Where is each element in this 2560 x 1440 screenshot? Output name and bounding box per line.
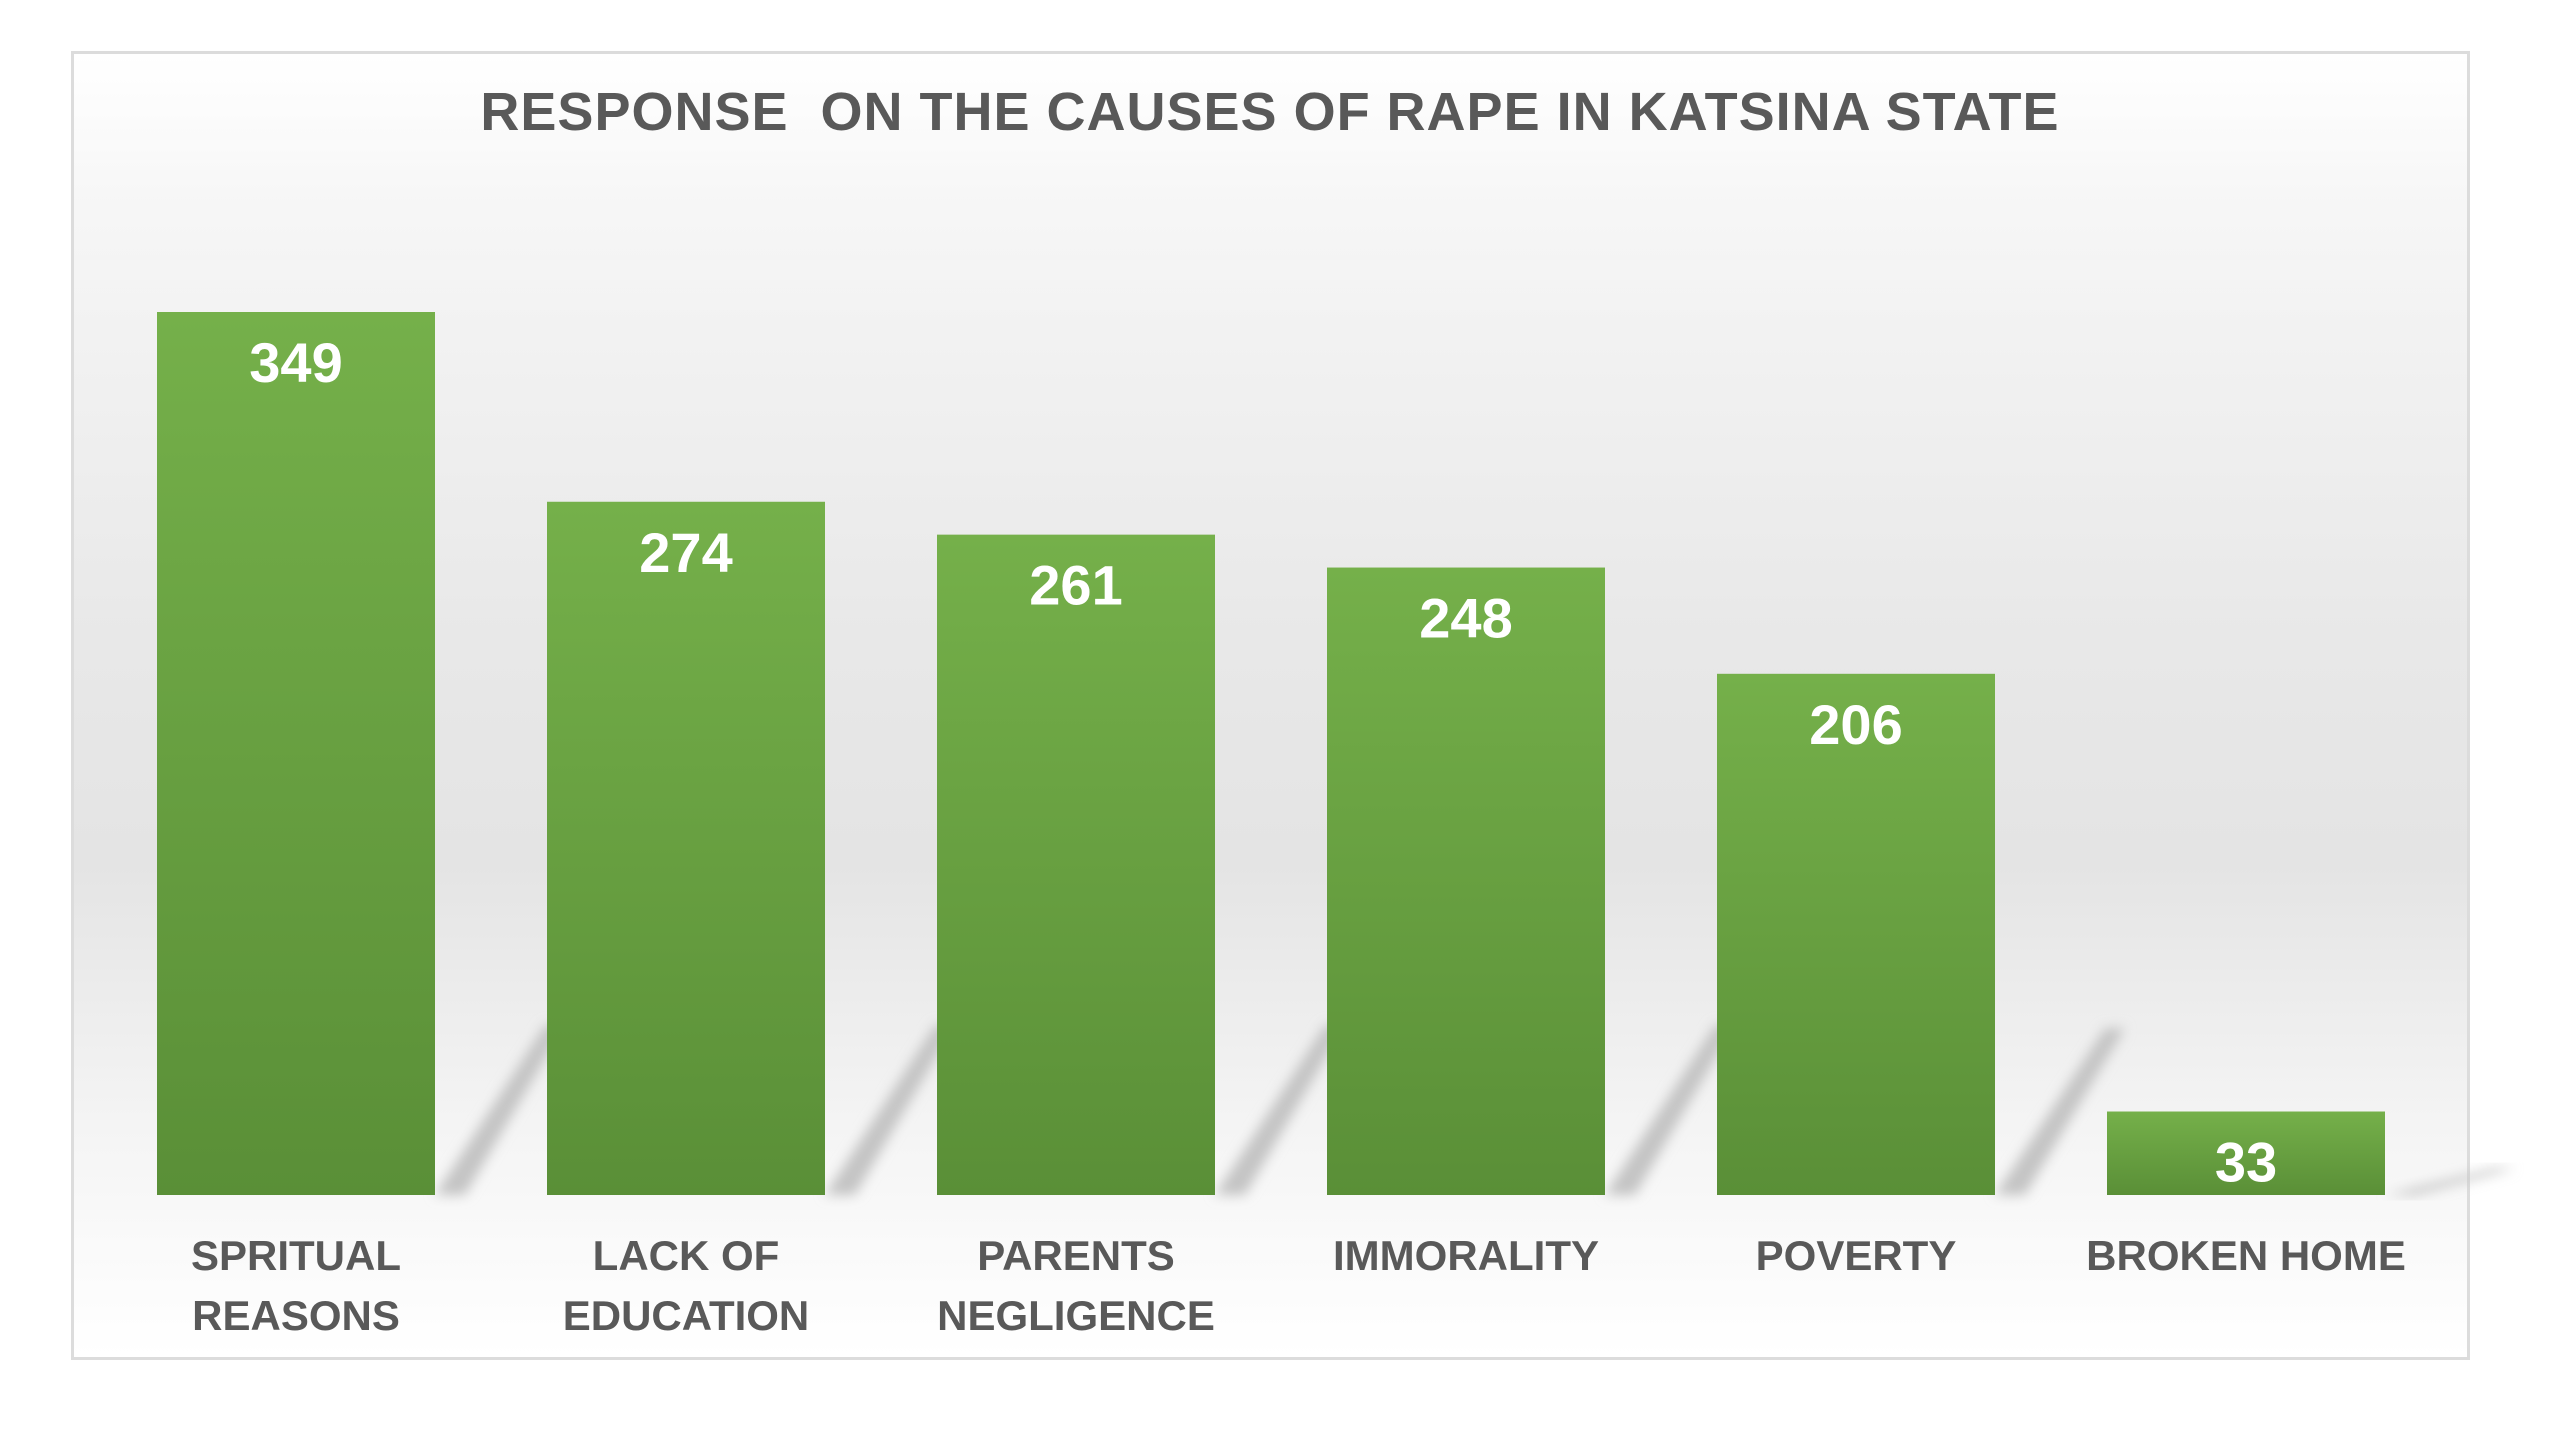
category-label: REASONS	[192, 1292, 400, 1339]
bar	[2107, 1111, 2385, 1195]
category-label: NEGLIGENCE	[937, 1292, 1215, 1339]
value-label: 261	[1029, 554, 1122, 617]
bar-shadow	[1605, 1025, 1735, 1195]
bar	[1717, 673, 1995, 1195]
value-label: 274	[639, 521, 732, 584]
bars	[157, 312, 2385, 1195]
category-label: PARENTS	[977, 1232, 1175, 1279]
bar-shadow	[435, 1025, 565, 1195]
bar-shadows	[435, 1025, 2515, 1195]
category-label: POVERTY	[1756, 1232, 1957, 1279]
category-label: LACK OF	[593, 1232, 780, 1279]
category-label: EDUCATION	[563, 1292, 810, 1339]
bar-shadow	[825, 1025, 955, 1195]
category-label: BROKEN HOME	[2086, 1232, 2406, 1279]
category-labels: SPRITUAL REASONS LACK OF EDUCATION PARENTS NE…	[191, 1232, 2406, 1339]
bar	[547, 501, 825, 1195]
value-label: 248	[1419, 587, 1512, 650]
bar-shadow	[1995, 1028, 2125, 1195]
chart-title: RESPONSE ON THE CAUSES OF RAPE IN KATSIN…	[480, 82, 2059, 142]
value-label: 206	[1809, 693, 1902, 756]
value-label: 349	[249, 331, 342, 394]
category-label: IMMORALITY	[1333, 1232, 1599, 1279]
category-label: SPRITUAL	[191, 1232, 401, 1279]
bar-shadow	[2385, 1168, 2515, 1195]
bar	[157, 312, 435, 1195]
bar	[1327, 567, 1605, 1195]
bar	[937, 534, 1215, 1195]
bar-shadow	[1215, 1025, 1345, 1195]
value-labels: 349 274 261 248 206 33	[249, 331, 2277, 1194]
value-label: 33	[2215, 1131, 2277, 1194]
